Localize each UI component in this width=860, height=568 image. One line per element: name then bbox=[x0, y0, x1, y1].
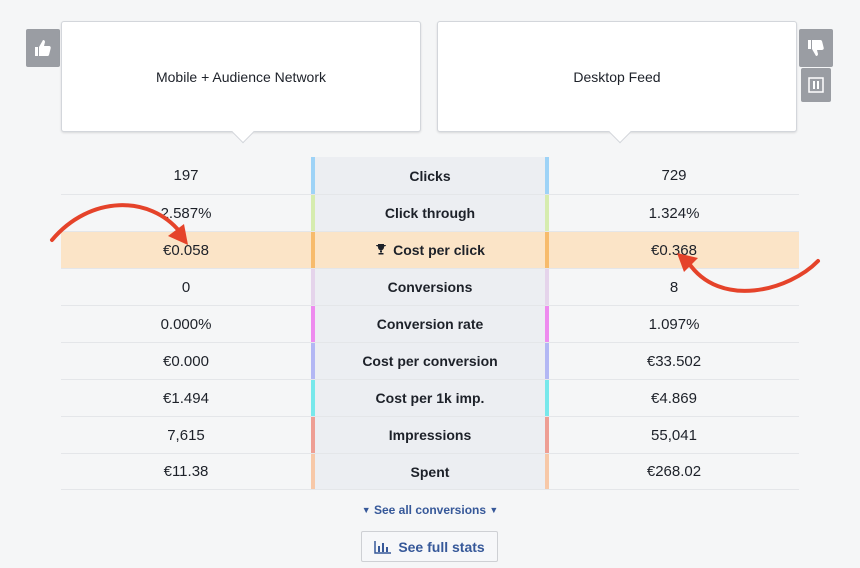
metric-label: Cost per click bbox=[311, 232, 549, 268]
metric-row-conversion-rate: 0.000% Conversion rate 1.097% bbox=[61, 305, 799, 342]
metric-label: Spent bbox=[311, 454, 549, 489]
metric-label: Click through bbox=[311, 195, 549, 231]
thumbs-down-button[interactable] bbox=[799, 29, 833, 67]
metric-color-bar bbox=[311, 417, 315, 453]
see-full-stats-button[interactable]: See full stats bbox=[361, 531, 498, 562]
right-value: 8 bbox=[669, 278, 679, 296]
metric-label: Conversion rate bbox=[311, 306, 549, 342]
left-value: €11.38 bbox=[163, 463, 209, 480]
metric-row-impressions: 7,615 Impressions 55,041 bbox=[61, 416, 799, 453]
left-value: €0.058 bbox=[163, 241, 209, 259]
right-arrow bbox=[677, 253, 820, 293]
left-value: 197 bbox=[173, 167, 199, 184]
bar-chart-icon bbox=[374, 540, 392, 554]
right-value: 1.324% bbox=[648, 204, 700, 222]
metric-color-bar bbox=[545, 417, 549, 453]
metric-color-bar bbox=[545, 157, 549, 194]
placement-card-left: Mobile + Audience Network bbox=[61, 21, 421, 144]
metric-row-cost-per-1k-imp: €1.494 Cost per 1k imp. €4.869 bbox=[61, 379, 799, 416]
metric-color-bar bbox=[311, 343, 315, 379]
pause-button[interactable] bbox=[801, 68, 831, 102]
metric-row-cost-per-conversion: €0.000 Cost per conversion €33.502 bbox=[61, 342, 799, 379]
thumbs-up-button[interactable] bbox=[26, 29, 60, 67]
metric-color-bar bbox=[545, 269, 549, 305]
left-value: 0 bbox=[181, 278, 191, 296]
right-value: 1.097% bbox=[648, 315, 700, 333]
metric-color-bar bbox=[311, 269, 315, 305]
placement-title-right: Desktop Feed bbox=[573, 68, 661, 85]
metric-label: Cost per conversion bbox=[311, 343, 549, 379]
triangle-down-icon: ▼ bbox=[361, 505, 371, 515]
metric-color-bar bbox=[311, 380, 315, 416]
right-value: €4.869 bbox=[651, 389, 697, 407]
metric-row-conversions: 0 Conversions 8 bbox=[61, 268, 799, 305]
metric-row-clicks: 197 Clicks 729 bbox=[61, 157, 799, 194]
thumbs-up-icon bbox=[35, 40, 51, 56]
metric-color-bar bbox=[311, 195, 315, 231]
metric-label: Cost per 1k imp. bbox=[311, 380, 549, 416]
left-value: 0.000% bbox=[160, 315, 212, 333]
metric-color-bar bbox=[545, 232, 549, 268]
see-all-conversions-link[interactable]: ▼ See all conversions ▼ bbox=[0, 503, 860, 517]
metric-label: Clicks bbox=[311, 157, 549, 194]
metric-color-bar bbox=[545, 195, 549, 231]
metric-label: Conversions bbox=[311, 269, 549, 305]
metric-row-spent: €11.38 Spent €268.02 bbox=[61, 453, 799, 490]
metric-color-bar bbox=[545, 343, 549, 379]
right-value: €33.502 bbox=[646, 352, 702, 370]
metric-row-click-through: 2.587% Click through 1.324% bbox=[61, 194, 799, 231]
metric-color-bar bbox=[311, 454, 315, 489]
right-value: 729 bbox=[661, 167, 687, 184]
left-value: €0.000 bbox=[163, 352, 209, 370]
placement-card-right: Desktop Feed bbox=[437, 21, 797, 144]
left-arrow bbox=[50, 203, 188, 245]
thumbs-down-icon bbox=[808, 40, 824, 56]
right-value: €268.02 bbox=[646, 463, 702, 480]
trophy-icon bbox=[375, 243, 387, 258]
see-all-conversions-label: See all conversions bbox=[373, 503, 487, 517]
metric-color-bar bbox=[545, 306, 549, 342]
metric-color-bar bbox=[545, 454, 549, 489]
left-value: 7,615 bbox=[167, 426, 205, 444]
placement-title-left: Mobile + Audience Network bbox=[155, 68, 327, 85]
metric-label: Impressions bbox=[311, 417, 549, 453]
left-value: €1.494 bbox=[163, 389, 209, 407]
metric-color-bar bbox=[311, 232, 315, 268]
metric-color-bar bbox=[545, 380, 549, 416]
right-value: €0.368 bbox=[651, 241, 697, 259]
left-value: 2.587% bbox=[160, 204, 212, 222]
metric-color-bar bbox=[311, 306, 315, 342]
see-full-stats-label: See full stats bbox=[398, 538, 485, 555]
triangle-down-icon: ▼ bbox=[489, 505, 499, 515]
metric-color-bar bbox=[311, 157, 315, 194]
right-value: 55,041 bbox=[651, 426, 697, 444]
comparison-table: 197 Clicks 729 2.587% Click through 1.32… bbox=[61, 157, 799, 490]
pause-icon bbox=[808, 77, 824, 93]
